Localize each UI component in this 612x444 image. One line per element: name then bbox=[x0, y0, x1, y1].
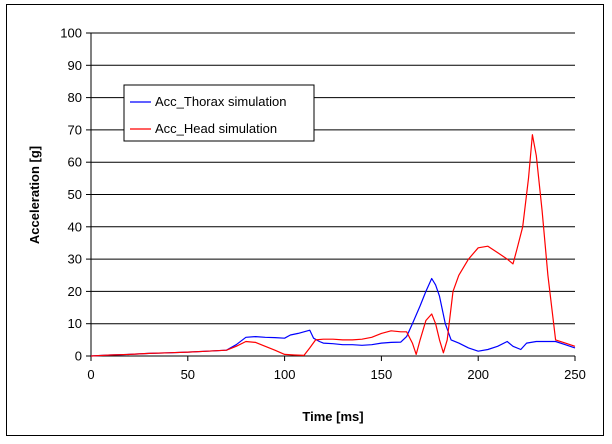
y-axis-title: Acceleration [g] bbox=[27, 146, 42, 244]
tick-labels: 0 10 20 30 40 50 60 70 80 90 100 0 50 100 150 200 250 bbox=[60, 26, 586, 383]
y-tick-label-40: 40 bbox=[68, 219, 82, 234]
legend-box bbox=[123, 84, 315, 142]
x-tick-label-50: 50 bbox=[181, 367, 195, 382]
x-tick-label-150: 150 bbox=[371, 367, 393, 382]
x-tick-label-200: 200 bbox=[467, 367, 489, 382]
series-line-head bbox=[90, 134, 576, 357]
y-tick-label-70: 70 bbox=[68, 122, 82, 137]
y-tick-label-20: 20 bbox=[68, 284, 82, 299]
legend-label-head: Acc_Head simulation bbox=[155, 121, 277, 136]
chart-frame: 0 10 20 30 40 50 60 70 80 90 100 0 50 100 150 200 250 Ti… bbox=[6, 4, 604, 436]
y-tick-label-90: 90 bbox=[68, 58, 82, 73]
y-tick-label-60: 60 bbox=[68, 155, 82, 170]
y-tick-label-30: 30 bbox=[68, 252, 82, 267]
y-tick-label-50: 50 bbox=[68, 187, 82, 202]
y-tick-label-100: 100 bbox=[60, 26, 82, 41]
legend-label-thorax: Acc_Thorax simulation bbox=[155, 94, 287, 109]
series-lines bbox=[90, 134, 576, 357]
x-tick-label-0: 0 bbox=[87, 367, 94, 382]
series-line-thorax bbox=[90, 277, 576, 357]
y-tick-label-80: 80 bbox=[68, 90, 82, 105]
line-chart: 0 10 20 30 40 50 60 70 80 90 100 0 50 100 150 200 250 Ti… bbox=[27, 26, 586, 425]
x-tick-label-100: 100 bbox=[274, 367, 296, 382]
y-tick-label-10: 10 bbox=[68, 316, 82, 331]
y-tick-label-0: 0 bbox=[75, 349, 82, 364]
x-tick-label-250: 250 bbox=[564, 367, 586, 382]
axes bbox=[86, 32, 576, 361]
legend: Acc_Thorax simulation Acc_Head simulatio… bbox=[123, 84, 315, 142]
x-axis-title: Time [ms] bbox=[302, 409, 363, 424]
